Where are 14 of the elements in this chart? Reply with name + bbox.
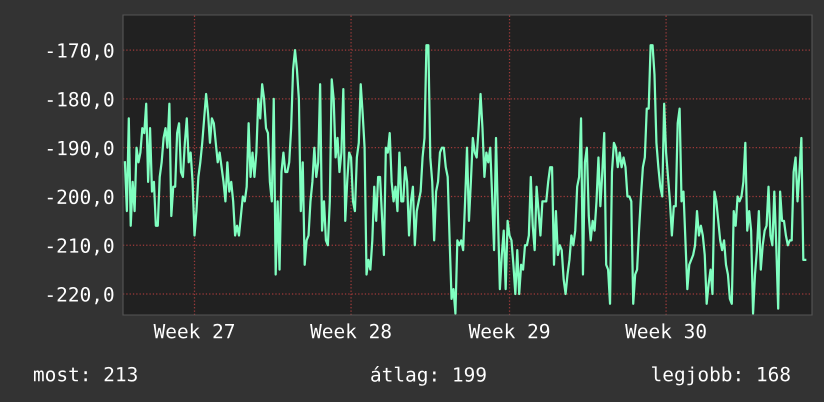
y-tick-label: -200,0: [48, 189, 114, 207]
line-series: [124, 44, 806, 315]
x-tick-label: Week 30: [625, 323, 706, 338]
y-tick-label: -170,0: [48, 43, 114, 60]
text: átlag: 199: [371, 366, 486, 386]
text: most: 213: [34, 366, 137, 382]
y-tick-label: -210,0: [48, 238, 114, 256]
text: legjobb: 168: [652, 366, 790, 386]
y-tick-label: -190,0: [48, 140, 114, 158]
x-tick-label: Week 29: [468, 323, 550, 338]
y-tick-label: -180,0: [48, 92, 114, 110]
x-tick-label: Week 27: [154, 323, 234, 338]
y-tick-label: -220,0: [48, 287, 114, 304]
x-tick-label: Week 28: [310, 323, 391, 338]
